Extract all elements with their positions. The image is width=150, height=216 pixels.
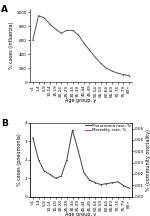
Y-axis label: % cases (pneumonia): % cases (pneumonia)	[17, 133, 22, 186]
Text: B: B	[2, 119, 8, 128]
X-axis label: Age group, y: Age group, y	[65, 212, 97, 216]
X-axis label: Age group, y: Age group, y	[65, 98, 97, 103]
Text: A: A	[2, 5, 8, 14]
Y-axis label: % cases (influenza): % cases (influenza)	[9, 22, 15, 69]
Y-axis label: % (community mortality): % (community mortality)	[146, 129, 150, 191]
Legend: Pneumonia rate, %, Mortality rate, %: Pneumonia rate, %, Mortality rate, %	[85, 124, 131, 132]
